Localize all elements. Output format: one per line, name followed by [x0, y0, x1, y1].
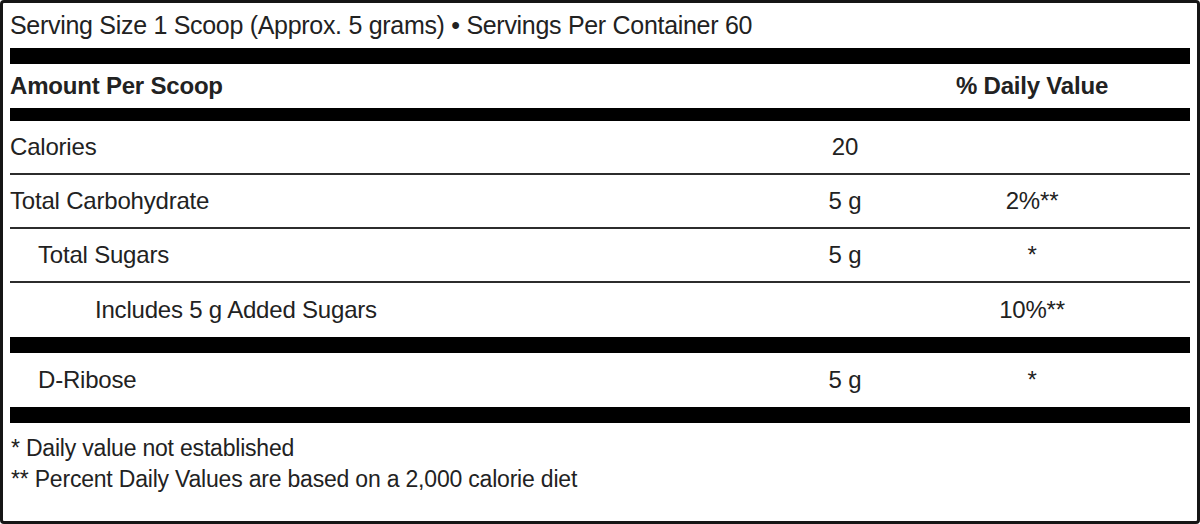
nutrient-amount: 5 g [785, 187, 905, 215]
table-row: Calories 20 [3, 121, 1197, 173]
section-divider-bar [10, 337, 1190, 353]
nutrient-amount: 5 g [785, 366, 905, 394]
nutrient-daily-value: * [952, 241, 1112, 269]
nutrient-name: Total Sugars [3, 241, 785, 269]
footnote-percent-daily-values: ** Percent Daily Values are based on a 2… [11, 464, 1197, 495]
column-header-row: Amount Per Scoop % Daily Value [3, 64, 1197, 108]
nutrient-daily-value: 10%** [952, 296, 1112, 324]
table-row: Includes 5 g Added Sugars 10%** [3, 283, 1197, 337]
nutrient-name: Total Carbohydrate [3, 187, 785, 215]
nutrient-daily-value: * [952, 366, 1112, 394]
amount-per-scoop-header: Amount Per Scoop [3, 72, 785, 100]
footnote-daily-value-not-established: * Daily value not established [11, 433, 1197, 464]
supplement-facts-panel: Serving Size 1 Scoop (Approx. 5 grams) •… [0, 0, 1200, 524]
footnotes: * Daily value not established ** Percent… [3, 423, 1197, 521]
section-divider-bar [10, 48, 1190, 64]
nutrient-daily-value: 2%** [952, 187, 1112, 215]
table-row: Total Sugars 5 g * [3, 229, 1197, 281]
table-row: Total Carbohydrate 5 g 2%** [3, 175, 1197, 227]
nutrient-amount: 20 [785, 133, 905, 161]
daily-value-header: % Daily Value [952, 72, 1112, 100]
serving-size-line: Serving Size 1 Scoop (Approx. 5 grams) •… [3, 3, 1197, 48]
table-row: D-Ribose 5 g * [3, 353, 1197, 407]
header-divider-bar [10, 108, 1190, 121]
nutrient-name: Includes 5 g Added Sugars [3, 296, 785, 324]
section-divider-bar [10, 407, 1190, 423]
nutrient-amount: 5 g [785, 241, 905, 269]
nutrient-name: Calories [3, 133, 785, 161]
nutrient-name: D-Ribose [3, 366, 785, 394]
